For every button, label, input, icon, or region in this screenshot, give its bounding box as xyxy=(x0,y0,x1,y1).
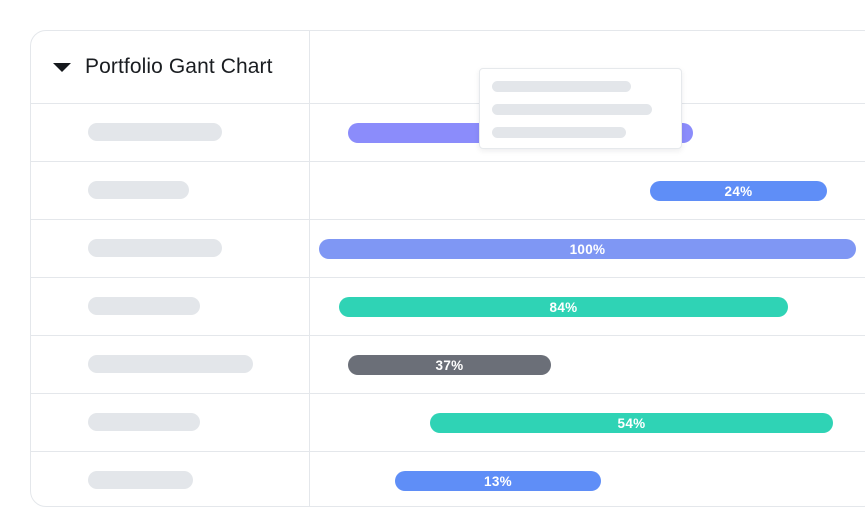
row-divider xyxy=(31,277,865,278)
task-bar[interactable]: 54% xyxy=(430,413,833,433)
gantt-header: Portfolio Gant Chart xyxy=(31,31,309,103)
task-name-placeholder xyxy=(88,239,222,257)
task-name-placeholder xyxy=(88,181,189,199)
column-divider xyxy=(309,31,310,506)
task-bar[interactable]: 100% xyxy=(319,239,856,259)
task-bar[interactable]: 13% xyxy=(395,471,601,491)
gantt-row[interactable]: 37% xyxy=(31,335,865,393)
gantt-row[interactable] xyxy=(31,103,865,161)
caret-down-icon[interactable] xyxy=(53,63,71,72)
tooltip-line-placeholder xyxy=(492,81,631,92)
row-divider xyxy=(31,335,865,336)
task-name-placeholder xyxy=(88,471,193,489)
page-title: Portfolio Gant Chart xyxy=(85,55,273,78)
task-name-placeholder xyxy=(88,355,253,373)
task-name-placeholder xyxy=(88,297,200,315)
tooltip-line-placeholder xyxy=(492,127,626,138)
task-tooltip xyxy=(479,68,682,149)
gantt-row[interactable]: 13% xyxy=(31,451,865,506)
task-bar[interactable]: 24% xyxy=(650,181,827,201)
gantt-row[interactable]: 100% xyxy=(31,219,865,277)
task-name-placeholder xyxy=(88,123,222,141)
task-bar[interactable]: 37% xyxy=(348,355,551,375)
tooltip-line-placeholder xyxy=(492,104,652,115)
row-divider xyxy=(31,219,865,220)
gantt-row[interactable]: 84% xyxy=(31,277,865,335)
task-bar[interactable]: 84% xyxy=(339,297,788,317)
row-divider xyxy=(31,103,865,104)
row-divider xyxy=(31,393,865,394)
task-name-placeholder xyxy=(88,413,200,431)
gantt-row[interactable]: 24% xyxy=(31,161,865,219)
row-divider xyxy=(31,161,865,162)
gantt-row[interactable]: 54% xyxy=(31,393,865,451)
gantt-card: Portfolio Gant Chart 24% 100% 84% 37% 54… xyxy=(30,30,865,507)
row-divider xyxy=(31,451,865,452)
